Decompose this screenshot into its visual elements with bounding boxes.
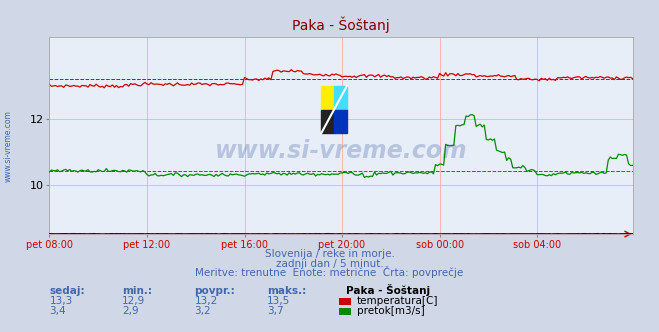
Text: min.:: min.: bbox=[122, 286, 152, 296]
Text: Paka - Šoštanj: Paka - Šoštanj bbox=[346, 284, 430, 296]
Text: sedaj:: sedaj: bbox=[49, 286, 85, 296]
Text: 13,3: 13,3 bbox=[49, 296, 72, 306]
Bar bbox=[321, 110, 334, 133]
Text: 3,2: 3,2 bbox=[194, 306, 211, 316]
Text: Slovenija / reke in morje.: Slovenija / reke in morje. bbox=[264, 249, 395, 259]
Text: maks.:: maks.: bbox=[267, 286, 306, 296]
Text: zadnji dan / 5 minut.: zadnji dan / 5 minut. bbox=[275, 259, 384, 269]
Text: 13,5: 13,5 bbox=[267, 296, 290, 306]
Text: pretok[m3/s]: pretok[m3/s] bbox=[357, 306, 424, 316]
Title: Paka - Šoštanj: Paka - Šoštanj bbox=[292, 16, 390, 33]
Text: 13,2: 13,2 bbox=[194, 296, 217, 306]
Text: povpr.:: povpr.: bbox=[194, 286, 235, 296]
Bar bbox=[334, 110, 347, 133]
Text: 12,9: 12,9 bbox=[122, 296, 145, 306]
Text: 3,7: 3,7 bbox=[267, 306, 283, 316]
Text: temperatura[C]: temperatura[C] bbox=[357, 296, 438, 306]
Text: Meritve: trenutne  Enote: metrične  Črta: povprečje: Meritve: trenutne Enote: metrične Črta: … bbox=[195, 266, 464, 278]
Text: www.si-vreme.com: www.si-vreme.com bbox=[4, 110, 13, 182]
Bar bbox=[321, 86, 334, 110]
Text: 2,9: 2,9 bbox=[122, 306, 138, 316]
Bar bbox=[334, 86, 347, 110]
Text: 3,4: 3,4 bbox=[49, 306, 66, 316]
Text: www.si-vreme.com: www.si-vreme.com bbox=[215, 139, 467, 163]
